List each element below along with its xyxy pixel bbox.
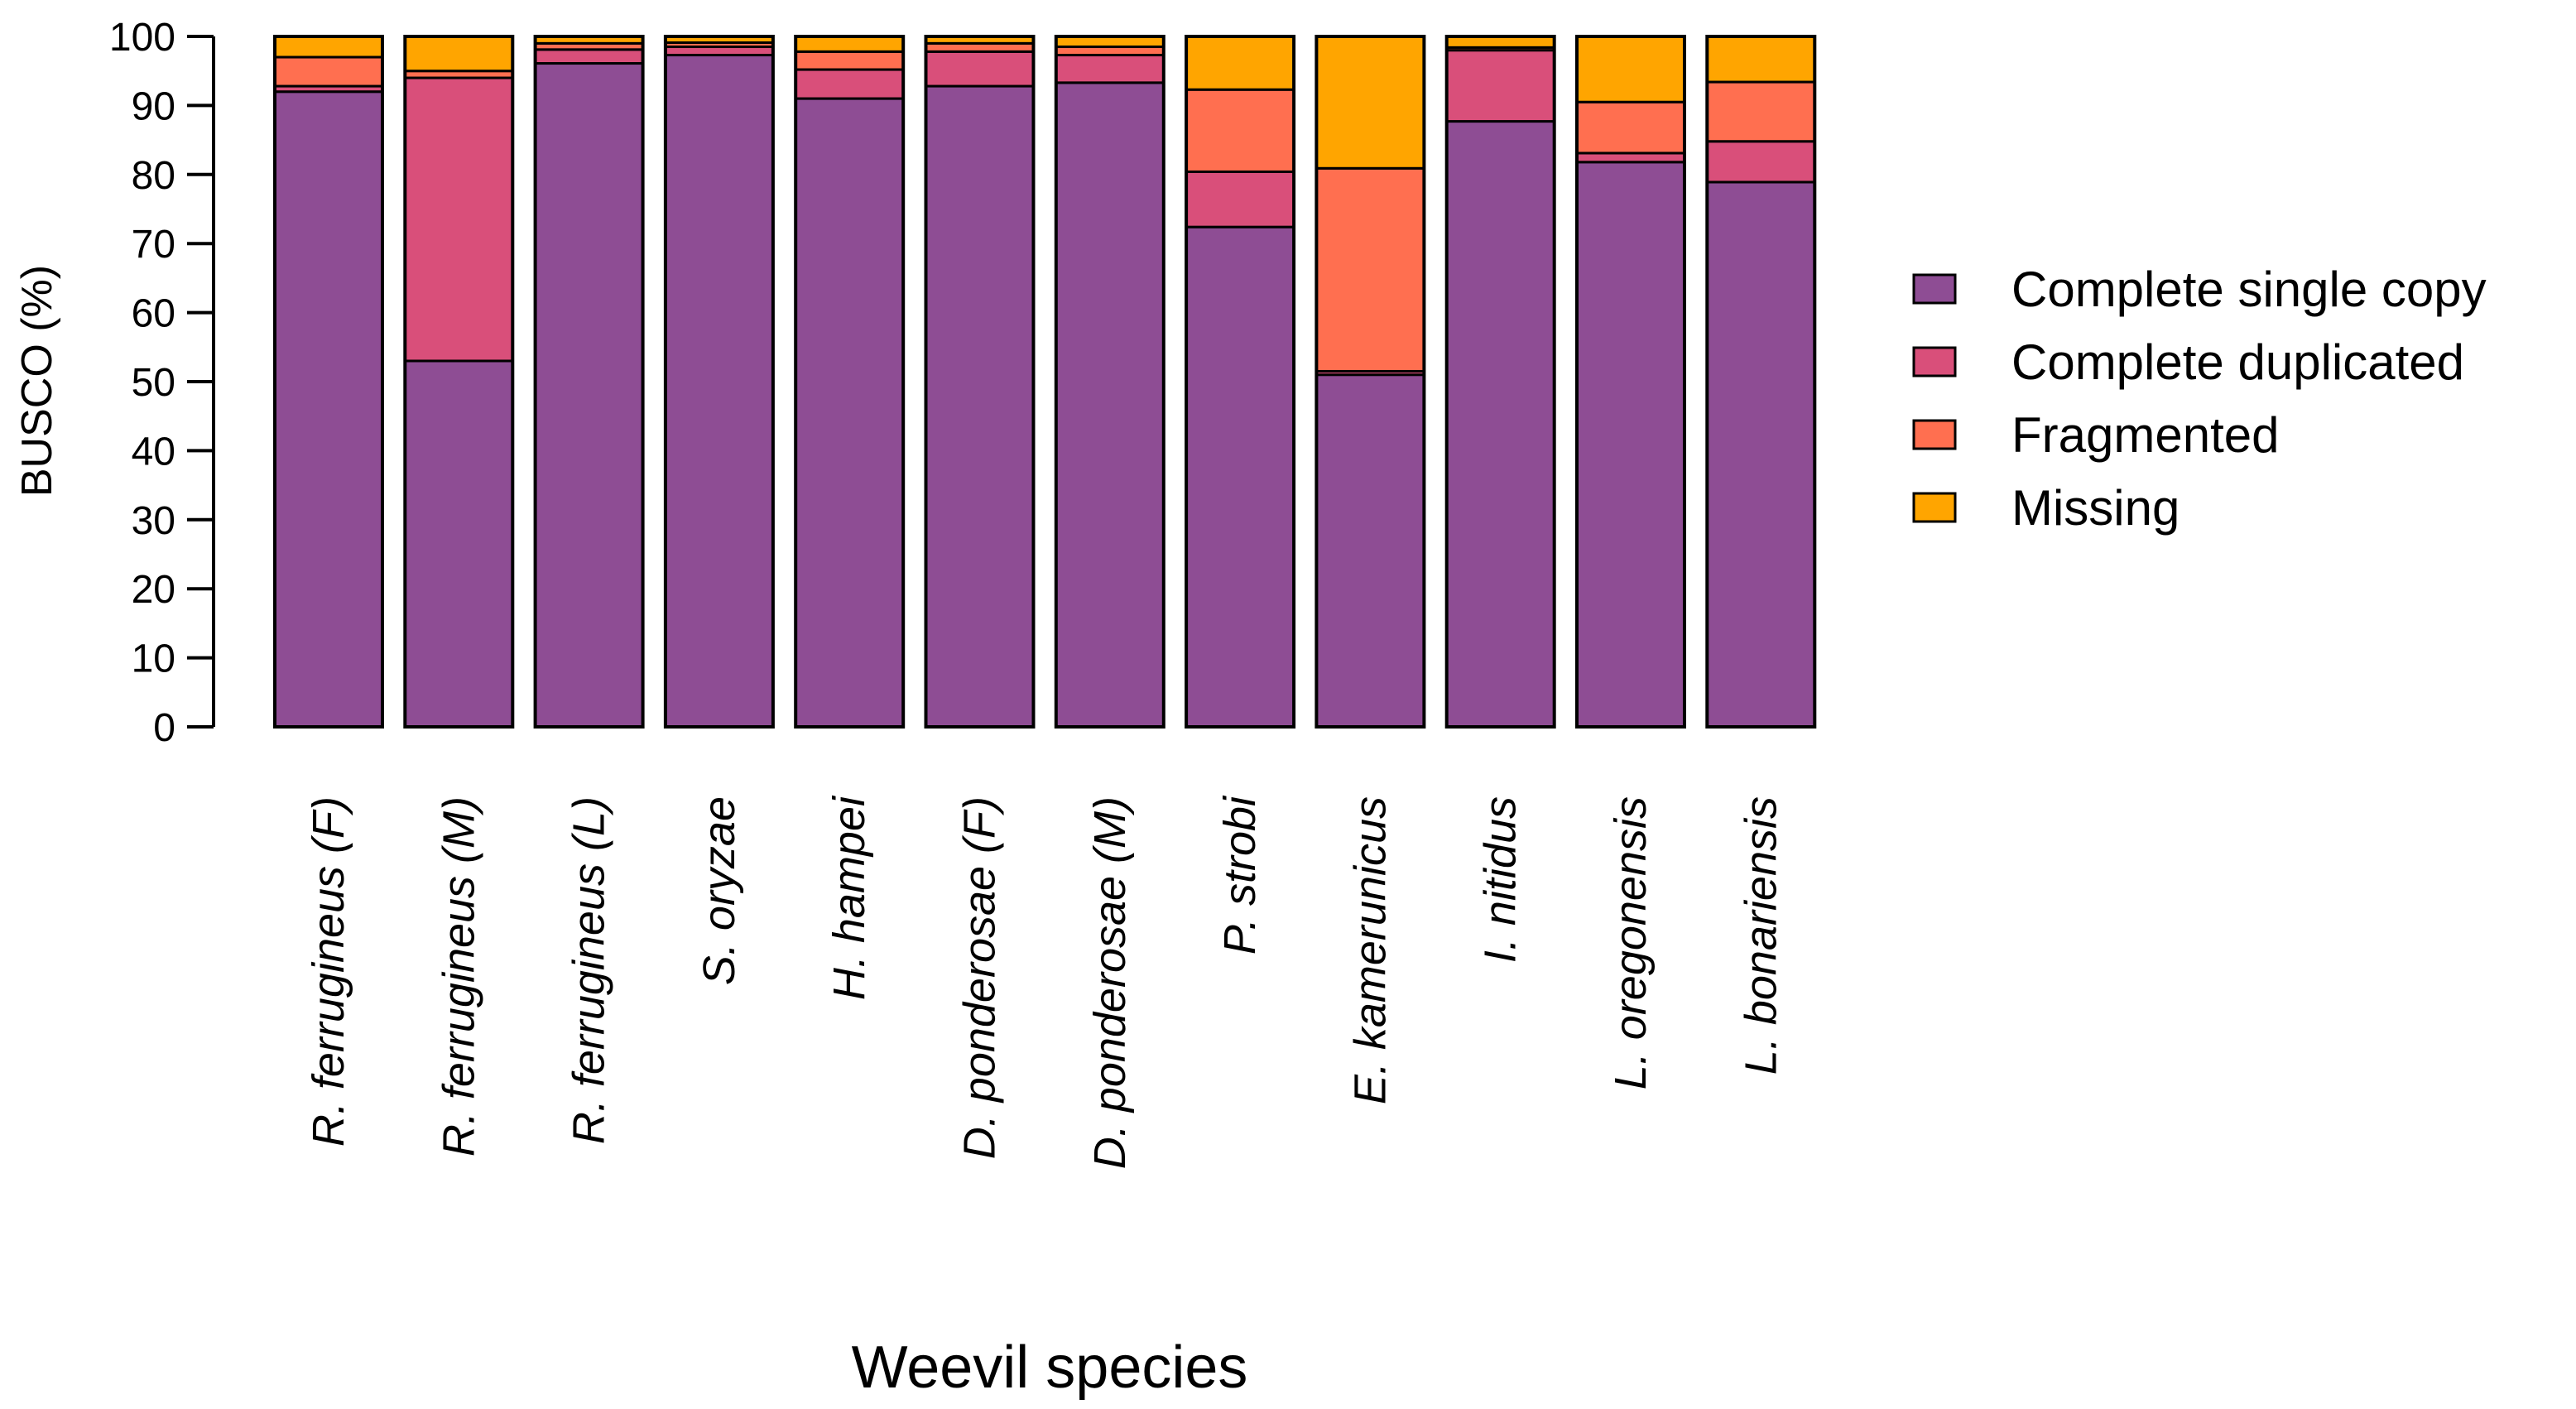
legend-label: Fragmented [2011,407,2280,463]
bar-segment-6-complete-duplicated [925,50,1035,88]
x-axis-title: Weevil species [852,1334,1248,1401]
bar-segment-2-missing [403,35,514,73]
category-label: H. hampei [824,795,874,1000]
category-label: P. strobi [1215,795,1265,955]
bar-segment-5-fragmented [794,50,905,71]
y-tick-label: 0 [153,706,175,750]
bar-outline [533,35,645,729]
category-label: I. nitidus [1476,796,1526,963]
legend: Complete single copy Complete duplicated F… [1912,262,2487,536]
x-axis-labels: R. ferrugineus (F) R. ferrugineus (M) R. f… [304,795,1785,1169]
bar-segment-11-complete-duplicated [1575,151,1686,164]
category-label: D. ponderosae (F) [955,796,1005,1159]
y-tick-label: 90 [132,84,175,128]
legend-swatch-complete-duplicated [1912,346,1957,377]
legend-label: Complete duplicated [2011,334,2464,390]
y-tick-label: 100 [109,16,175,60]
y-tick-label: 60 [132,292,175,336]
y-tick-label: 10 [132,637,175,681]
bar-segment-5-complete-single-copy [794,97,905,729]
bar-segment-3-complete-single-copy [534,62,645,729]
category-label: L. bonariensis [1736,796,1785,1075]
bar-segment-8-complete-duplicated [1185,170,1295,228]
y-tick-label: 30 [132,499,175,543]
legend-label: Complete single copy [2011,262,2487,317]
plot-area [273,35,1817,729]
y-axis: 0 10 20 30 40 50 60 70 80 90 100 [109,16,215,750]
category-label: S. oryzae [694,796,744,985]
bar-outline [794,35,906,729]
bar-outline [1444,35,1556,729]
bar-segment-11-fragmented [1575,100,1686,155]
bar-segment-8-complete-single-copy [1185,225,1295,729]
bar-segment-4-complete-single-copy [664,54,775,729]
bar-segment-11-complete-single-copy [1575,161,1686,729]
y-tick-label: 80 [132,154,175,198]
bar-segment-9-complete-single-copy [1314,373,1425,729]
legend-label: Missing [2011,480,2180,536]
bar-segment-12-complete-duplicated [1705,140,1816,184]
bar-segment-1-complete-single-copy [273,90,384,729]
bar-segment-2-complete-single-copy [403,359,514,729]
bar-segment-12-complete-single-copy [1705,180,1816,729]
bar-segment-12-missing [1705,35,1816,84]
bar-segment-10-complete-single-copy [1445,120,1556,729]
bar-segment-10-complete-duplicated [1445,49,1556,123]
bar-outline [663,35,775,729]
bar-segment-5-complete-duplicated [794,68,905,100]
category-label: E. kamerunicus [1345,796,1395,1104]
bar-segment-9-fragmented [1314,166,1425,373]
bar-segment-8-missing [1185,35,1295,91]
legend-swatch-fragmented [1912,419,1957,450]
y-tick-label: 40 [132,430,175,474]
legend-swatch-missing [1912,492,1957,523]
category-label: L. oregonensis [1606,796,1656,1089]
bar-segment-8-fragmented [1185,88,1295,173]
bar-segment-7-complete-single-copy [1055,81,1165,729]
bar-outline [924,35,1036,729]
bar-segment-11-missing [1575,35,1686,103]
bar-outline [1575,35,1686,729]
y-tick-label: 20 [132,568,175,612]
bar-segment-6-complete-single-copy [925,84,1035,729]
bar-segment-7-complete-duplicated [1055,54,1165,84]
bar-segment-2-complete-duplicated [403,76,514,363]
bar-segment-7-fragmented [1055,46,1165,57]
bar-segment-1-fragmented [273,55,384,88]
bar-outline [1054,35,1165,729]
category-label: R. ferrugineus (L) [565,796,614,1144]
bar-segment-12-fragmented [1705,80,1816,143]
y-tick-label: 50 [132,361,175,405]
bar-segment-6-fragmented [925,41,1035,53]
bar-segment-4-complete-duplicated [664,46,775,57]
bar-segment-5-missing [794,35,905,53]
bar-outline [403,35,515,729]
bar-segment-10-missing [1445,35,1556,49]
bar-outline [273,35,384,729]
category-label: R. ferrugineus (M) [434,796,483,1157]
bar-segment-9-missing [1314,35,1425,170]
y-tick-label: 70 [132,223,175,267]
bar-segment-1-missing [273,35,384,59]
category-label: D. ponderosae (M) [1085,796,1135,1169]
legend-swatch-complete-single-copy [1912,273,1957,305]
category-label: R. ferrugineus (F) [304,796,353,1147]
bar-outline [1314,35,1426,729]
bar-segment-3-complete-duplicated [534,48,645,65]
bar-outline [1705,35,1817,729]
bar-outline [1185,35,1296,729]
y-axis-title: BUSCO (%) [13,265,61,497]
